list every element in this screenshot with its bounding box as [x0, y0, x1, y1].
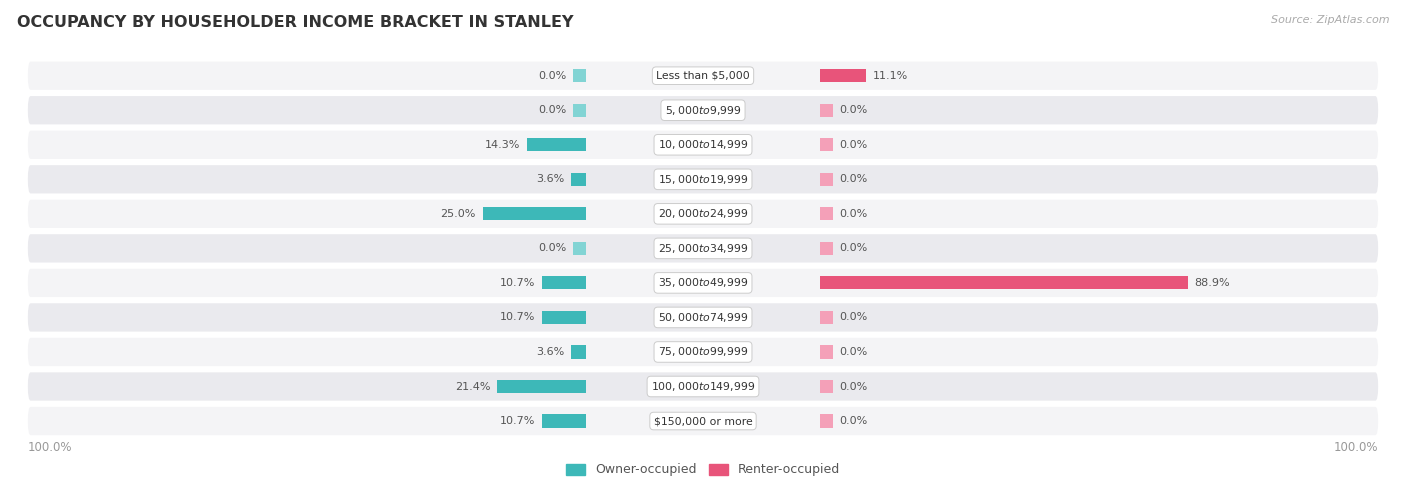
Bar	[820, 276, 1188, 289]
Text: 100.0%: 100.0%	[1334, 441, 1378, 454]
Text: 0.0%: 0.0%	[839, 140, 868, 150]
Text: 25.0%: 25.0%	[440, 209, 475, 219]
Text: 88.9%: 88.9%	[1195, 278, 1230, 288]
Bar	[571, 345, 586, 358]
Bar	[820, 380, 832, 393]
Text: 3.6%: 3.6%	[536, 174, 564, 184]
Text: Less than $5,000: Less than $5,000	[657, 71, 749, 81]
Text: 10.7%: 10.7%	[499, 416, 534, 426]
Text: 0.0%: 0.0%	[839, 381, 868, 392]
FancyBboxPatch shape	[28, 61, 1378, 90]
Bar	[820, 173, 832, 186]
Text: $10,000 to $14,999: $10,000 to $14,999	[658, 138, 748, 151]
Text: 0.0%: 0.0%	[538, 244, 567, 253]
Text: 3.6%: 3.6%	[536, 347, 564, 357]
Bar	[574, 69, 586, 82]
Bar	[498, 380, 586, 393]
Text: 0.0%: 0.0%	[839, 174, 868, 184]
Bar	[820, 138, 832, 151]
Text: 0.0%: 0.0%	[839, 105, 868, 115]
Bar	[820, 69, 866, 82]
FancyBboxPatch shape	[28, 234, 1378, 262]
Text: $100,000 to $149,999: $100,000 to $149,999	[651, 380, 755, 393]
FancyBboxPatch shape	[28, 373, 1378, 401]
Text: $150,000 or more: $150,000 or more	[654, 416, 752, 426]
Bar	[574, 104, 586, 117]
Text: $20,000 to $24,999: $20,000 to $24,999	[658, 207, 748, 220]
Text: $5,000 to $9,999: $5,000 to $9,999	[665, 104, 741, 117]
Text: 11.1%: 11.1%	[873, 71, 908, 81]
Text: Source: ZipAtlas.com: Source: ZipAtlas.com	[1271, 15, 1389, 25]
Bar	[527, 138, 586, 151]
FancyBboxPatch shape	[28, 131, 1378, 159]
FancyBboxPatch shape	[28, 96, 1378, 124]
Bar	[541, 414, 586, 428]
Bar	[574, 242, 586, 255]
Bar	[820, 345, 832, 358]
Bar	[571, 173, 586, 186]
Text: 0.0%: 0.0%	[538, 105, 567, 115]
Bar	[820, 242, 832, 255]
Text: 0.0%: 0.0%	[839, 244, 868, 253]
FancyBboxPatch shape	[28, 407, 1378, 435]
Bar	[820, 207, 832, 221]
Legend: Owner-occupied, Renter-occupied: Owner-occupied, Renter-occupied	[561, 458, 845, 482]
Text: 0.0%: 0.0%	[538, 71, 567, 81]
FancyBboxPatch shape	[28, 269, 1378, 297]
FancyBboxPatch shape	[28, 303, 1378, 332]
Bar	[820, 311, 832, 324]
Bar	[482, 207, 586, 221]
Bar	[820, 414, 832, 428]
Bar	[541, 311, 586, 324]
Text: $25,000 to $34,999: $25,000 to $34,999	[658, 242, 748, 255]
Text: 0.0%: 0.0%	[839, 347, 868, 357]
Text: $15,000 to $19,999: $15,000 to $19,999	[658, 173, 748, 186]
Text: $50,000 to $74,999: $50,000 to $74,999	[658, 311, 748, 324]
FancyBboxPatch shape	[28, 200, 1378, 228]
FancyBboxPatch shape	[28, 165, 1378, 193]
Text: 0.0%: 0.0%	[839, 313, 868, 322]
Bar	[820, 104, 832, 117]
Text: 21.4%: 21.4%	[456, 381, 491, 392]
Bar	[541, 276, 586, 289]
Text: $35,000 to $49,999: $35,000 to $49,999	[658, 277, 748, 289]
Text: 10.7%: 10.7%	[499, 313, 534, 322]
Text: $75,000 to $99,999: $75,000 to $99,999	[658, 345, 748, 358]
Text: 100.0%: 100.0%	[28, 441, 72, 454]
Text: 0.0%: 0.0%	[839, 209, 868, 219]
FancyBboxPatch shape	[28, 338, 1378, 366]
Text: 14.3%: 14.3%	[485, 140, 520, 150]
Text: 0.0%: 0.0%	[839, 416, 868, 426]
Text: OCCUPANCY BY HOUSEHOLDER INCOME BRACKET IN STANLEY: OCCUPANCY BY HOUSEHOLDER INCOME BRACKET …	[17, 15, 574, 30]
Text: 10.7%: 10.7%	[499, 278, 534, 288]
